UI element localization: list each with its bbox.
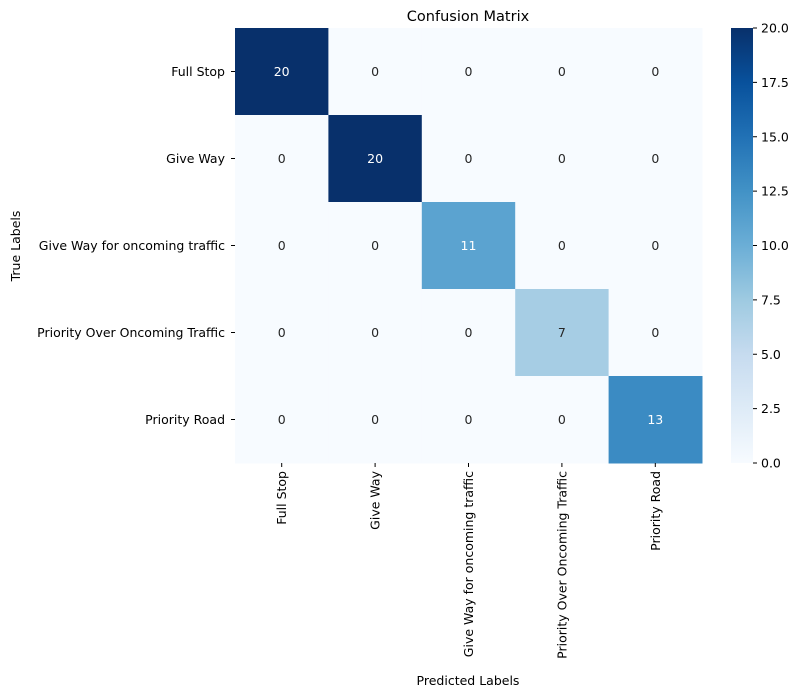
heatmap-cell: [515, 376, 610, 464]
cell-annotation: 11: [461, 238, 477, 253]
cell-annotation: 0: [371, 325, 379, 340]
y-tick-label: Priority Over Oncoming Traffic: [37, 325, 225, 340]
colorbar-tick-label: 0.0: [761, 456, 781, 471]
cell-annotation: 20: [274, 64, 290, 79]
x-axis-label: Predicted Labels: [417, 673, 520, 688]
heatmap-cells: [235, 28, 703, 464]
heatmap-cell: [328, 28, 423, 116]
cell-annotation: 0: [651, 325, 659, 340]
x-tick-label: Full Stop: [274, 471, 289, 525]
x-tick-label: Give Way for oncoming traffic: [461, 471, 476, 657]
cell-annotation: 0: [465, 64, 473, 79]
y-tick-labels: Full Stop Give Way Give Way for oncoming t…: [37, 64, 235, 427]
heatmap-cell: [421, 289, 516, 377]
heatmap-cell: [608, 28, 703, 116]
heatmap-cell: [235, 28, 329, 116]
chart-title: Confusion Matrix: [407, 9, 530, 25]
cell-annotation: 0: [278, 151, 286, 166]
colorbar-tick-label: 15.0: [761, 129, 789, 144]
x-tick-label: Priority Road: [648, 471, 663, 551]
cell-annotation: 0: [558, 151, 566, 166]
y-tick-label: Full Stop: [171, 64, 225, 79]
colorbar-ticks: 0.0 2.5 5.0 7.5 10.0 12.5 15.0 17.5 20.0: [753, 21, 789, 471]
y-tick-label: Give Way for oncoming traffic: [39, 238, 225, 253]
heatmap-cell: [235, 289, 329, 377]
heatmap-cell: [515, 289, 610, 377]
cell-annotation: 13: [647, 412, 663, 427]
x-tick-label: Priority Over Oncoming Traffic: [554, 471, 569, 659]
cell-annotation: 0: [558, 412, 566, 427]
cell-annotations: 20 0 0 0 0 0 20 0 0 0 0 0 11 0 0 0 0 0 7 0 0 0 0 0 13: [274, 64, 664, 427]
heatmap-cell: [235, 376, 329, 464]
colorbar-tick-label: 17.5: [761, 75, 789, 90]
heatmap-cell: [421, 28, 516, 116]
cell-annotation: 0: [465, 151, 473, 166]
y-tick-label: Give Way: [166, 151, 225, 166]
colorbar-tick-label: 2.5: [761, 401, 781, 416]
cell-annotation: 0: [465, 412, 473, 427]
cell-annotation: 0: [651, 151, 659, 166]
x-tick-label: Give Way: [368, 470, 383, 529]
colorbar-tick-label: 10.0: [761, 238, 789, 253]
cell-annotation: 0: [278, 238, 286, 253]
cell-annotation: 0: [278, 325, 286, 340]
heatmap-cell: [235, 202, 329, 290]
heatmap-cell: [328, 289, 423, 377]
x-tick-labels: Full Stop Give Way Give Way for oncoming t…: [274, 463, 663, 659]
cell-annotation: 7: [558, 325, 566, 340]
cell-annotation: 0: [465, 325, 473, 340]
heatmap-cell: [235, 115, 329, 203]
heatmap-cell: [421, 376, 516, 464]
heatmap-cell: [328, 376, 423, 464]
cell-annotation: 0: [558, 64, 566, 79]
cell-annotation: 0: [278, 412, 286, 427]
heatmap-cell: [608, 202, 703, 290]
heatmap-cell: [421, 202, 516, 290]
heatmap-cell: [515, 28, 610, 116]
cell-annotation: 0: [371, 412, 379, 427]
heatmap-cell: [515, 115, 610, 203]
heatmap-cell: [608, 289, 703, 377]
cell-annotation: 0: [651, 238, 659, 253]
heatmap-cell: [608, 115, 703, 203]
heatmap-cell: [328, 202, 423, 290]
cell-annotation: 20: [367, 151, 383, 166]
colorbar-tick-label: 5.0: [761, 347, 781, 362]
y-axis-label: True Labels: [8, 211, 23, 283]
y-tick-label: Priority Road: [145, 412, 225, 427]
heatmap-cell: [328, 115, 423, 203]
colorbar-tick-label: 20.0: [761, 21, 789, 36]
colorbar-tick-label: 7.5: [761, 292, 781, 307]
colorbar-tick-label: 12.5: [761, 184, 789, 199]
cell-annotation: 0: [651, 64, 659, 79]
heatmap-cell: [421, 115, 516, 203]
cell-annotation: 0: [371, 238, 379, 253]
heatmap-cell: [608, 376, 703, 464]
cell-annotation: 0: [558, 238, 566, 253]
heatmap-cell: [515, 202, 610, 290]
colorbar: [731, 28, 753, 463]
cell-annotation: 0: [371, 64, 379, 79]
